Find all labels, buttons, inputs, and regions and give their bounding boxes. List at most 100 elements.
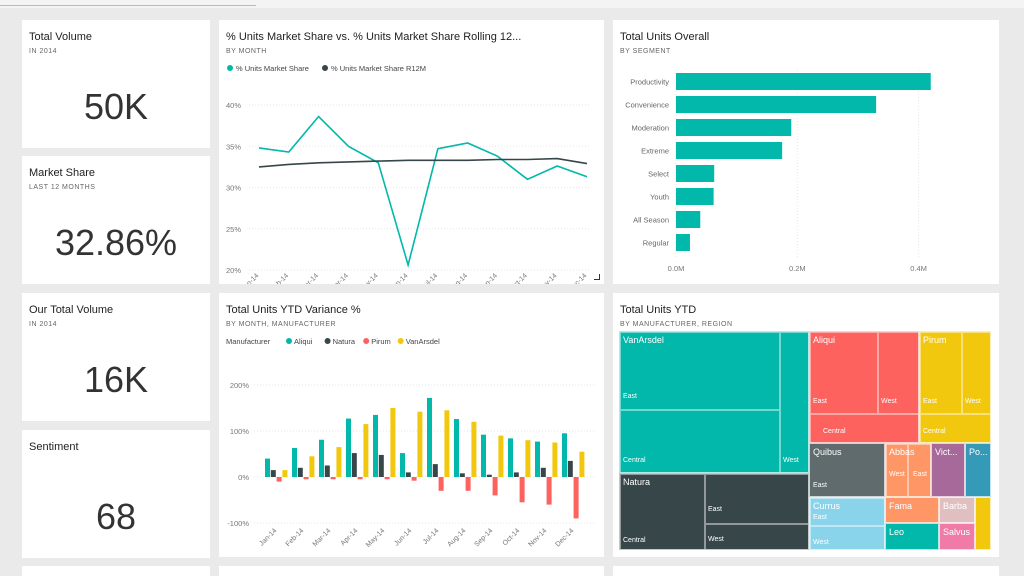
treemap-cell-vanarsdel[interactable]: VanArsdel East Central West: [619, 331, 809, 473]
y-tick-label: 100%: [230, 427, 250, 436]
treemap-cell-aliqui[interactable]: Aliqui East West Central: [809, 331, 919, 443]
bar: [676, 234, 690, 251]
category-label: Extreme: [641, 147, 669, 156]
tile-partial: [613, 566, 999, 576]
line-chart: % Units Market Share % Units Market Share…: [226, 64, 591, 284]
treemap-cell-leo[interactable]: Leo: [885, 523, 939, 550]
x-tick-label: Sep-14: [478, 272, 499, 284]
x-tick-label: Jul-14: [422, 527, 441, 546]
kpi-value: 68: [95, 496, 137, 537]
bar: [330, 477, 336, 480]
bar: [292, 448, 297, 477]
x-tick-label: May-14: [365, 527, 387, 549]
x-tick-label: Jan-14: [258, 527, 278, 547]
legend-title: Manufacturer: [226, 337, 271, 346]
legend-marker: [324, 338, 331, 344]
treemap-label: Po...: [969, 447, 988, 457]
treemap-cell-vict[interactable]: Vict...: [931, 443, 965, 497]
treemap-region-label: West: [783, 457, 799, 464]
treemap-region-label: Central: [923, 428, 946, 435]
treemap-subcell: [908, 444, 930, 496]
bar: [384, 477, 390, 480]
treemap-region-label: Central: [823, 428, 846, 435]
treemap-cell-pirum[interactable]: Pirum East West Central: [919, 331, 991, 443]
bar: [309, 456, 315, 477]
treemap-region-label: West: [889, 471, 905, 478]
treemap-region-label: West: [813, 539, 829, 546]
tile-units-ytd[interactable]: Total Units YTD BY MANUFACTURER, REGION …: [613, 293, 999, 557]
treemap-cell-po[interactable]: Po...: [965, 443, 991, 497]
treemap-cell-barba[interactable]: Barba: [939, 497, 975, 523]
tile-ytd-variance[interactable]: Total Units YTD Variance % BY MONTH, MAN…: [219, 293, 604, 557]
treemap-region-label: Central: [623, 457, 646, 464]
tile-units-overall[interactable]: Total Units Overall BY SEGMENT 0.0M 0.2M 0…: [613, 20, 999, 284]
bar: [498, 435, 504, 477]
resize-icon[interactable]: [594, 274, 600, 280]
x-tick-label: Dec-14: [567, 272, 588, 284]
bar: [573, 477, 579, 519]
kpi-value: 32.86%: [54, 222, 178, 263]
treemap-cell-abbas[interactable]: Abbas West East: [885, 443, 931, 497]
tile-partial: [219, 566, 604, 576]
treemap-cell-quibus[interactable]: Quibus East: [809, 443, 885, 497]
treemap-cell-fama[interactable]: Fama: [885, 497, 939, 523]
x-tick-label: Feb-14: [285, 527, 306, 548]
x-tick-label: Nov-14: [527, 527, 548, 548]
bar: [270, 470, 276, 477]
bar: [378, 454, 384, 477]
tile-subtitle: LAST 12 MONTHS: [29, 184, 96, 191]
bar: [411, 477, 417, 481]
tile-our-total-volume[interactable]: Our Total Volume IN 2014 16K: [22, 293, 210, 421]
x-tick-label: Aug-14: [448, 272, 469, 284]
bar: [282, 470, 288, 477]
treemap-label: Aliqui: [813, 335, 836, 345]
tile-subtitle: BY SEGMENT: [620, 48, 671, 55]
x-tick-label: Jul-14: [421, 272, 440, 284]
category-label: Moderation: [631, 124, 669, 133]
treemap-region-label: East: [813, 398, 828, 405]
tile-market-share-chart[interactable]: % Units Market Share vs. % Units Market …: [219, 20, 604, 284]
category-label: Convenience: [625, 101, 669, 110]
treemap-cell-natura[interactable]: Natura Central East West: [619, 473, 809, 550]
treemap-cell-currus[interactable]: Currus East West: [809, 497, 885, 550]
tile-subtitle: BY MONTH, MANUFACTURER: [226, 321, 337, 328]
bar: [486, 474, 492, 477]
bar: [676, 165, 715, 182]
bar: [336, 447, 342, 477]
treemap-subcell: [886, 444, 908, 496]
bar: [324, 465, 330, 477]
tile-market-share[interactable]: Market Share LAST 12 MONTHS 32.86%: [22, 156, 210, 284]
treemap-label: Natura: [623, 477, 651, 487]
x-tick-label: Apr-14: [330, 272, 350, 284]
tile-sentiment[interactable]: Sentiment 68: [22, 430, 210, 558]
treemap-label: Barba: [943, 501, 968, 511]
category-label: All Season: [633, 216, 669, 225]
bar: [676, 211, 701, 228]
treemap-label: Pirum: [923, 335, 947, 345]
x-tick-label: Mar-14: [312, 527, 333, 548]
legend-label: Aliqui: [294, 337, 313, 346]
legend-label: VanArsdel: [406, 337, 440, 346]
series-line: [258, 157, 588, 168]
tile-total-volume[interactable]: Total Volume IN 2014 50K: [22, 20, 210, 148]
x-tick-label: Apr-14: [340, 527, 360, 547]
bar: [513, 472, 519, 477]
legend-label: % Units Market Share: [236, 64, 309, 73]
y-tick-label: 35%: [226, 142, 241, 151]
x-tick-label: 0.0M: [668, 264, 685, 273]
bar: [508, 438, 513, 477]
tile-title: % Units Market Share vs. % Units Market …: [226, 31, 522, 43]
treemap-region-label: East: [813, 482, 828, 489]
bar: [676, 73, 931, 90]
bar: [346, 418, 351, 477]
treemap-cell-other[interactable]: [975, 497, 991, 550]
bar: [432, 464, 438, 477]
treemap-region-label: West: [965, 398, 981, 405]
y-tick-label: 30%: [226, 184, 241, 193]
tile-partial: [22, 566, 210, 576]
bar: [519, 477, 525, 503]
treemap-region-label: West: [708, 536, 724, 543]
treemap-cell-salvus[interactable]: Salvus: [939, 523, 975, 550]
x-tick-label: Nov-14: [538, 272, 559, 284]
y-tick-label: 0%: [238, 473, 249, 482]
